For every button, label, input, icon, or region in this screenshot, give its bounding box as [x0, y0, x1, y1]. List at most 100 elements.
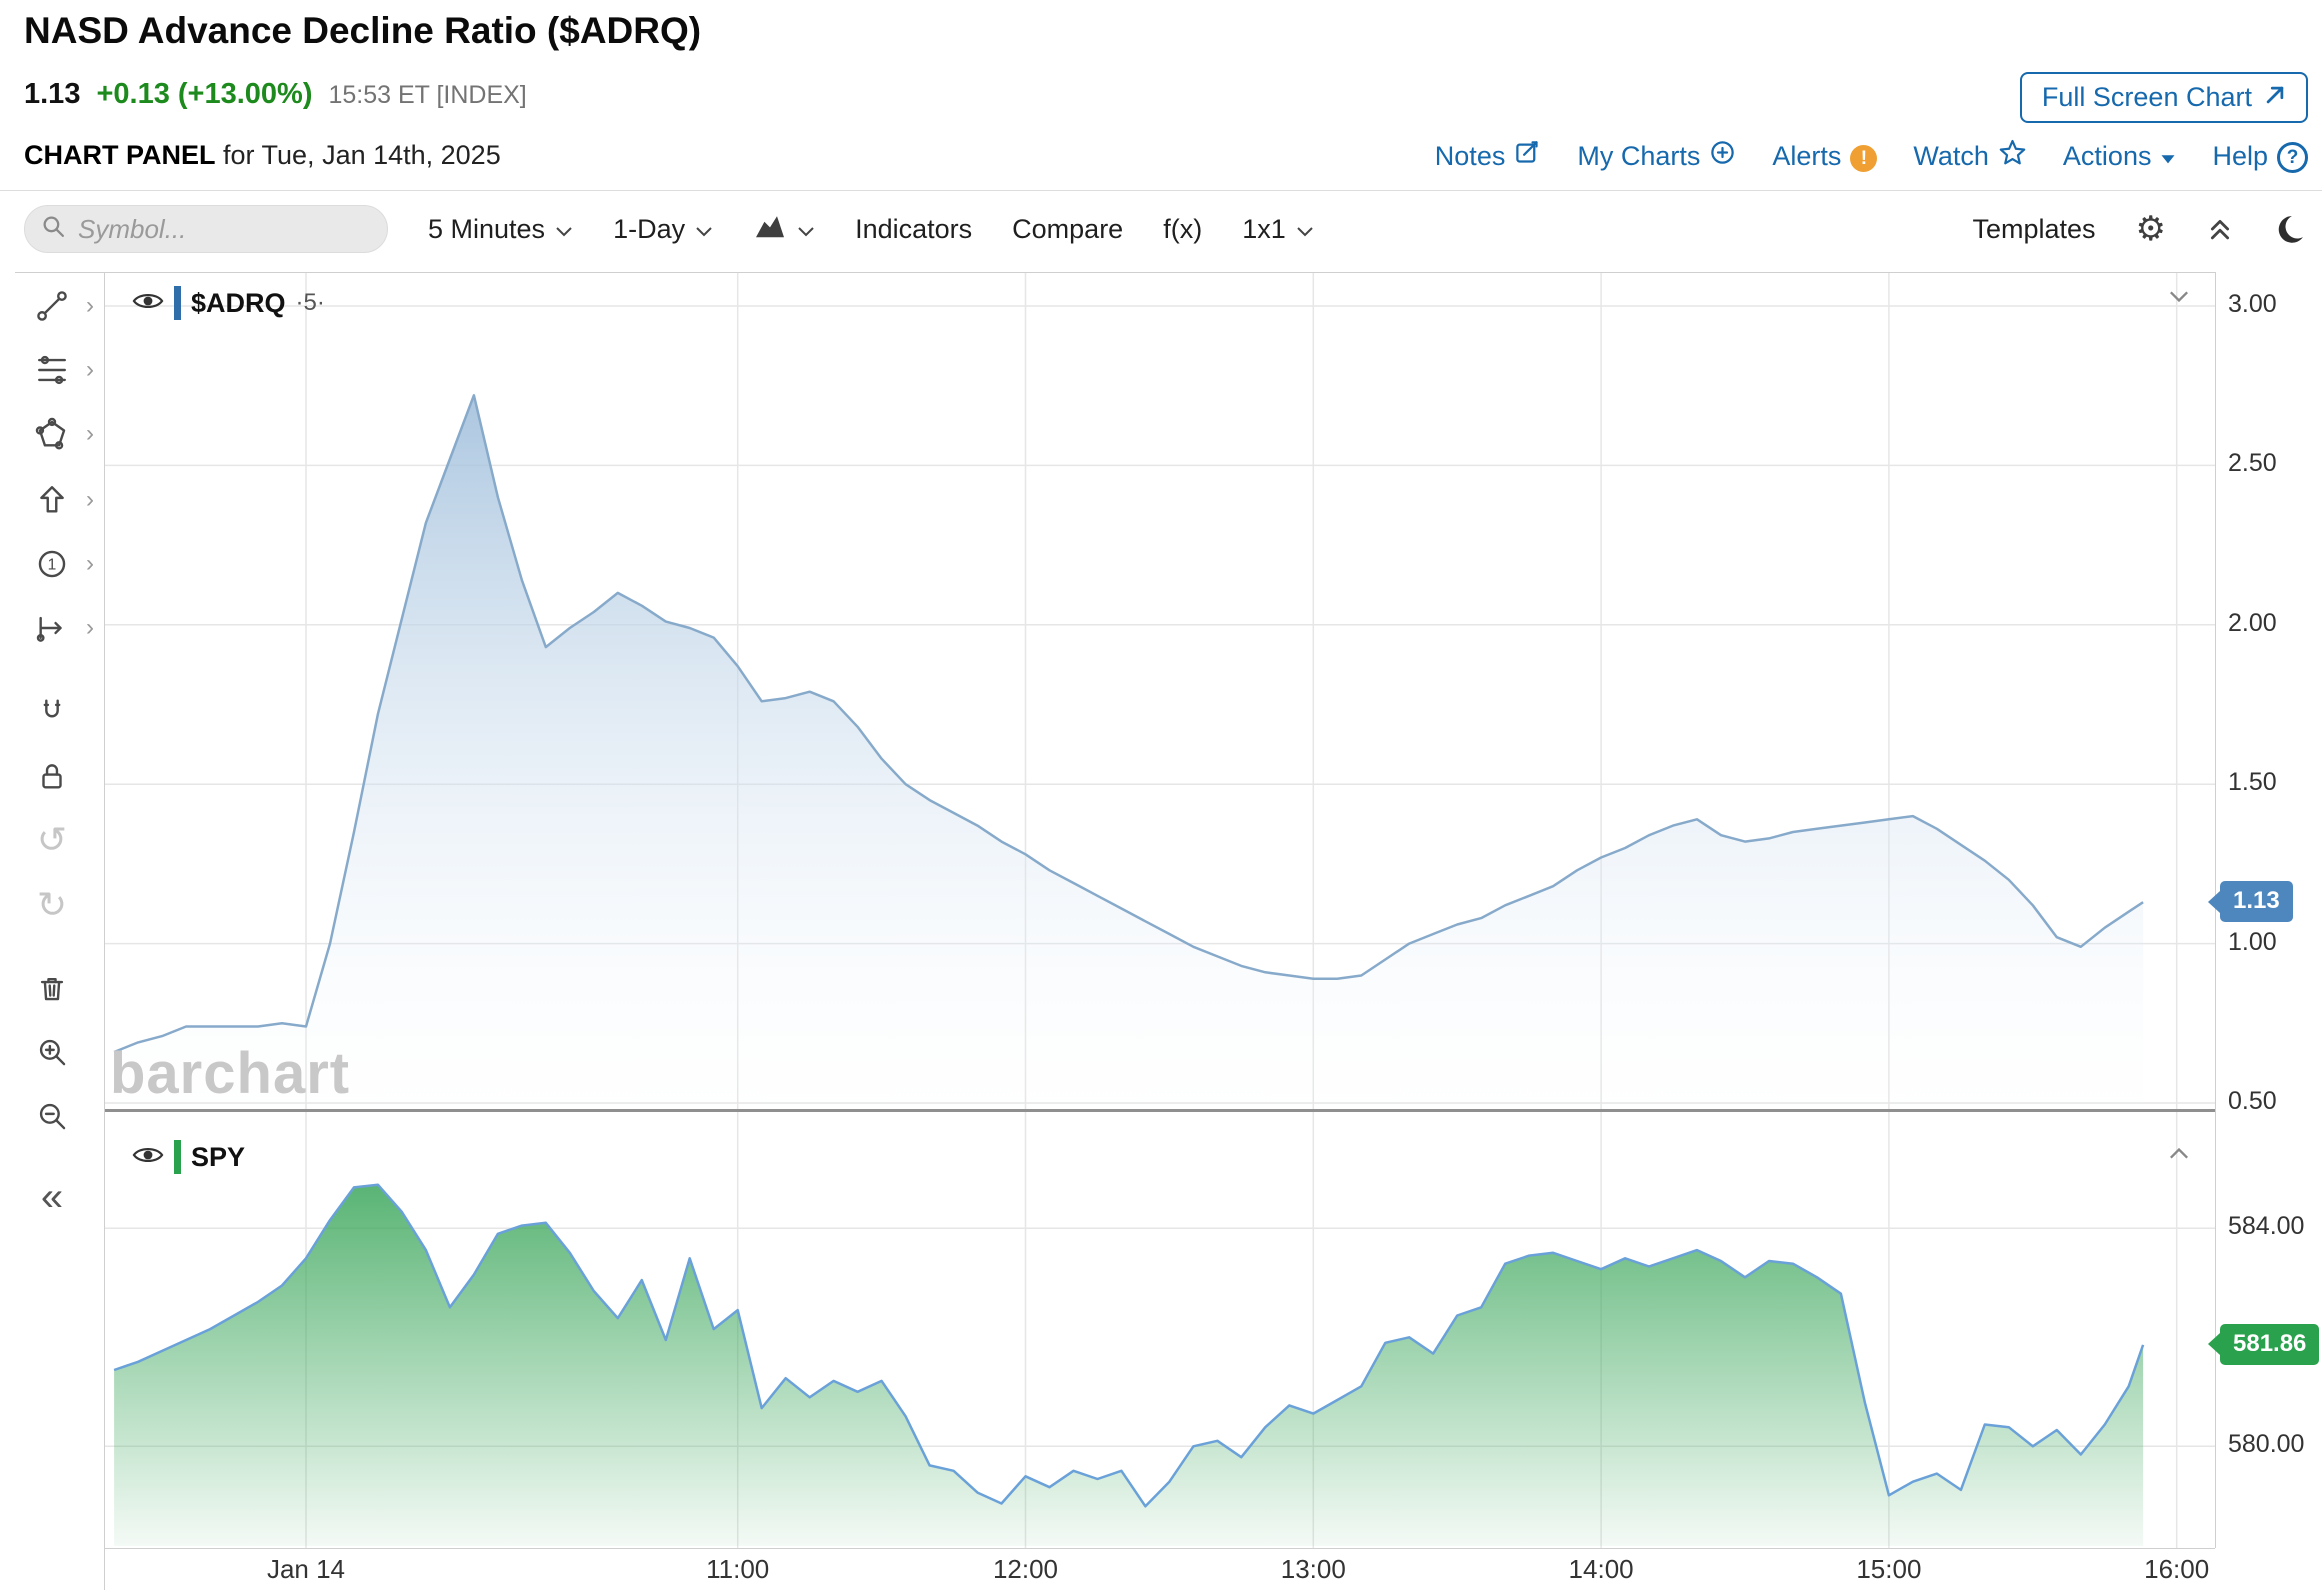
page-title: NASD Advance Decline Ratio ($ADRQ) [24, 10, 702, 51]
header-link-help[interactable]: Help? [2212, 139, 2308, 173]
arrow-marker-icon[interactable]: › [0, 476, 104, 524]
submenu-arrow-icon: › [86, 614, 94, 641]
spy-pane-label: SPY [132, 1140, 245, 1174]
dark-mode-moon-icon[interactable] [2274, 213, 2306, 245]
y-axis-label: 2.00 [2228, 608, 2277, 637]
x-axis-label: 11:00 [706, 1554, 770, 1584]
help-icon: ? [2277, 139, 2308, 173]
header-links: Notes My Charts Alerts! Watch Actions Help? [1435, 138, 2308, 174]
header-link-label: Actions [2062, 140, 2152, 171]
settings-gear-icon[interactable] [2136, 209, 2166, 249]
header-link-label: Watch [1913, 140, 1989, 171]
header-link-label: Help [2212, 140, 2268, 171]
y-axis-label: 2.50 [2228, 449, 2277, 478]
header-link-actions[interactable]: Actions [2063, 141, 2177, 172]
chart-top-border [15, 272, 2215, 273]
x-axis-label: 14:00 [1568, 1554, 1634, 1584]
y-axis-label: 584.00 [2228, 1212, 2305, 1241]
star-icon [1998, 138, 2027, 174]
chart-type-select[interactable] [753, 212, 815, 247]
SPY-price-line [113, 1183, 2145, 1508]
full-screen-chart-button[interactable]: Full Screen Chart [2019, 72, 2308, 123]
header-divider [0, 190, 2322, 191]
header-link-label: Alerts [1772, 140, 1842, 171]
adrq-series-color-bar [174, 286, 181, 320]
chevron-down-icon [797, 214, 815, 245]
adrq-pane-chart[interactable] [105, 273, 2215, 1109]
y-axis-label: 1.50 [2228, 768, 2277, 797]
indicators-label: Indicators [855, 213, 973, 244]
chart-bottom-border [105, 1548, 2215, 1549]
submenu-arrow-icon: › [86, 486, 94, 513]
x-axis-label: 12:00 [992, 1554, 1059, 1584]
lock-icon[interactable] [0, 752, 104, 800]
spy-pane-chart[interactable] [105, 1112, 2215, 1548]
delete-icon[interactable] [0, 963, 104, 1011]
collapse-drawing-tools-icon[interactable] [0, 1173, 104, 1221]
$ADRQ-area-fill [114, 395, 2144, 1107]
interval-select[interactable]: 5 Minutes [428, 214, 573, 245]
range-select[interactable]: 1-Day [613, 214, 713, 245]
spy-pane-symbol[interactable]: SPY [191, 1141, 246, 1172]
zoom-in-icon[interactable] [0, 1028, 104, 1076]
adrq-pane-collapse-icon[interactable] [2168, 290, 2190, 309]
alert-icon: ! [1850, 140, 1878, 172]
y-axis-label: 3.00 [2228, 290, 2277, 318]
compare-button[interactable]: Compare [1012, 214, 1123, 245]
zoom-out-icon[interactable] [0, 1092, 104, 1140]
submenu-arrow-icon: › [86, 420, 94, 447]
x-axis-label: 15:00 [1856, 1554, 1922, 1584]
grid-layout-select[interactable]: 1x1 [1242, 214, 1314, 245]
header-link-notes[interactable]: Notes [1435, 139, 1542, 173]
functions-button[interactable]: f(x) [1163, 214, 1202, 245]
chevron-down-icon [555, 214, 573, 245]
external-link-icon [2264, 82, 2286, 113]
chart-panel-date: for Tue, Jan 14th, 2025 [223, 140, 501, 170]
notes-icon [1514, 139, 1541, 173]
adrq-last-price-badge: 1.13 [2220, 881, 2293, 922]
$ADRQ-price-line [113, 394, 2144, 1054]
tools-column-border [104, 272, 105, 1590]
x-axis-label: 16:00 [2144, 1554, 2210, 1584]
submenu-arrow-icon: › [86, 550, 94, 577]
y-axis-label: 580.00 [2228, 1430, 2305, 1459]
eye-visibility-icon[interactable] [132, 1144, 164, 1171]
chevron-down-icon [1296, 214, 1314, 245]
spy-last-price-badge: 581.86 [2220, 1323, 2320, 1365]
annotation-number-icon[interactable]: 1 › [0, 540, 104, 588]
symbol-search[interactable] [24, 205, 388, 253]
price-change: +0.13 (+13.00%) [96, 78, 313, 110]
functions-label: f(x) [1163, 213, 1203, 244]
quote-time: 15:53 ET [INDEX] [328, 81, 527, 109]
adrq-pane-symbol[interactable]: $ADRQ [191, 287, 286, 318]
magnet-icon[interactable] [0, 688, 104, 736]
grid-layout-label: 1x1 [1242, 213, 1286, 244]
indicators-button[interactable]: Indicators [855, 214, 972, 245]
pane-resize-divider[interactable] [105, 1109, 2215, 1112]
range-label: 1-Day [613, 213, 686, 244]
symbol-search-input[interactable] [76, 212, 330, 246]
chart-panel-heading: CHART PANEL for Tue, Jan 14th, 2025 [24, 140, 501, 171]
collapse-toolbar-icon[interactable] [2206, 215, 2234, 243]
measure-icon[interactable]: › [0, 604, 104, 652]
templates-label: Templates [1972, 213, 2096, 244]
header-link-alerts[interactable]: Alerts! [1772, 140, 1878, 172]
fibonacci-icon[interactable]: › [0, 346, 104, 394]
chart-toolbar: 5 Minutes 1-Day Indicators Compare f(x) … [24, 196, 2306, 262]
caret-down-icon [2160, 141, 2176, 172]
header-link-my-charts[interactable]: My Charts [1577, 139, 1736, 173]
spy-pane-expand-icon[interactable] [2168, 1146, 2190, 1165]
chart-panel-label: CHART PANEL [24, 140, 216, 170]
quote-summary: 1.13 +0.13 (+13.00%) 15:53 ET [INDEX] [24, 78, 527, 111]
redo-icon[interactable]: ↻ [36, 884, 68, 925]
area-chart-icon [753, 212, 787, 247]
shapes-icon[interactable]: › [0, 410, 104, 458]
eye-visibility-icon[interactable] [132, 290, 164, 317]
adrq-pane-interval: ·5· [295, 289, 325, 316]
header-link-watch[interactable]: Watch [1913, 138, 2027, 174]
templates-button[interactable]: Templates [1972, 214, 2095, 245]
trend-line-icon[interactable]: › [0, 282, 104, 330]
chevron-down-icon [695, 214, 713, 245]
adrq-pane-label: $ADRQ ·5· [132, 286, 325, 320]
undo-icon[interactable]: ↺ [36, 819, 68, 860]
